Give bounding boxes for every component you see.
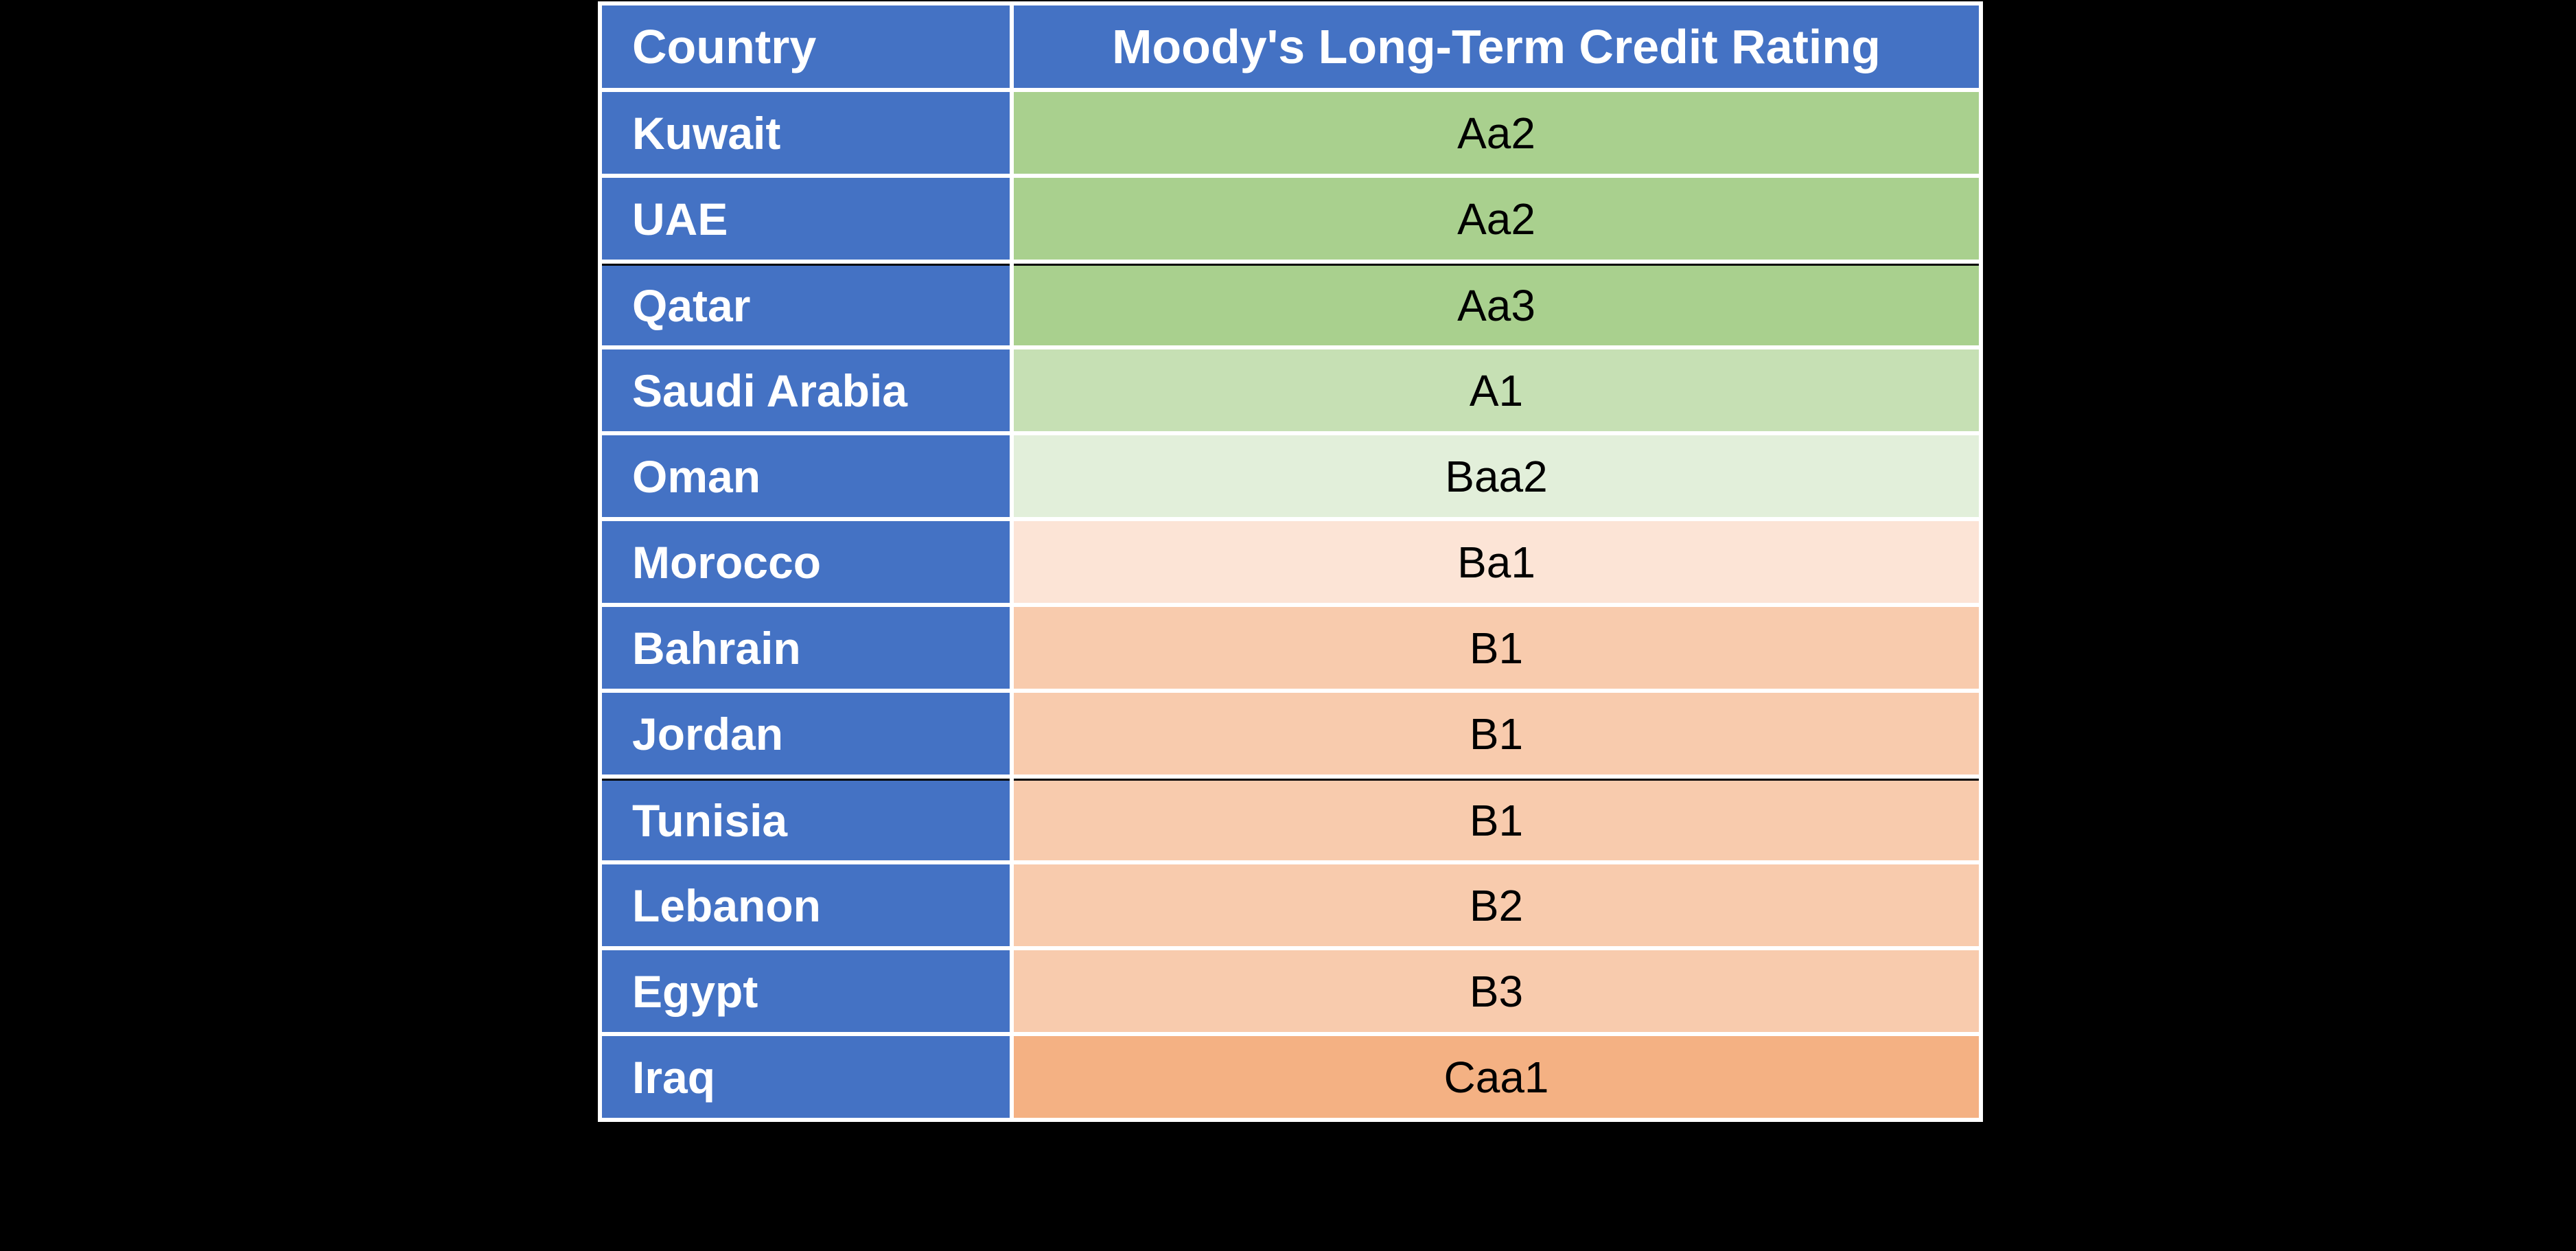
table-row: Egypt B3 bbox=[602, 950, 1979, 1032]
country-cell: UAE bbox=[602, 178, 1010, 260]
rating-cell: B1 bbox=[1014, 607, 1979, 689]
country-cell: Tunisia bbox=[602, 779, 1010, 860]
credit-rating-table: Country Moody's Long-Term Credit Rating … bbox=[598, 1, 1983, 1122]
rating-cell: B3 bbox=[1014, 950, 1979, 1032]
rating-cell: A1 bbox=[1014, 349, 1979, 431]
table-body: Kuwait Aa2 UAE Aa2 Qatar Aa3 Saudi Arabi… bbox=[602, 92, 1979, 1118]
table-row: Lebanon B2 bbox=[602, 864, 1979, 946]
table-row: Morocco Ba1 bbox=[602, 521, 1979, 603]
rating-cell: Aa3 bbox=[1014, 264, 1979, 345]
rating-cell: Ba1 bbox=[1014, 521, 1979, 603]
rating-cell: Aa2 bbox=[1014, 178, 1979, 260]
rating-cell: Baa2 bbox=[1014, 435, 1979, 517]
country-cell: Egypt bbox=[602, 950, 1010, 1032]
country-cell: Lebanon bbox=[602, 864, 1010, 946]
table-row: Saudi Arabia A1 bbox=[602, 349, 1979, 431]
table-row: Tunisia B1 bbox=[602, 779, 1979, 860]
country-cell: Bahrain bbox=[602, 607, 1010, 689]
country-cell: Saudi Arabia bbox=[602, 349, 1010, 431]
country-cell: Jordan bbox=[602, 693, 1010, 774]
country-cell: Morocco bbox=[602, 521, 1010, 603]
rating-cell: B2 bbox=[1014, 864, 1979, 946]
table-header: Country Moody's Long-Term Credit Rating bbox=[602, 5, 1979, 88]
table-row: Bahrain B1 bbox=[602, 607, 1979, 689]
header-row: Country Moody's Long-Term Credit Rating bbox=[602, 5, 1979, 88]
table-row: Qatar Aa3 bbox=[602, 264, 1979, 345]
rating-cell: Caa1 bbox=[1014, 1036, 1979, 1118]
table-row: Oman Baa2 bbox=[602, 435, 1979, 517]
table-row: Jordan B1 bbox=[602, 693, 1979, 774]
rating-cell: Aa2 bbox=[1014, 92, 1979, 174]
country-cell: Iraq bbox=[602, 1036, 1010, 1118]
country-cell: Qatar bbox=[602, 264, 1010, 345]
rating-cell: B1 bbox=[1014, 779, 1979, 860]
country-column-header: Country bbox=[602, 5, 1010, 88]
rating-cell: B1 bbox=[1014, 693, 1979, 774]
table-row: Kuwait Aa2 bbox=[602, 92, 1979, 174]
country-cell: Oman bbox=[602, 435, 1010, 517]
table-row: UAE Aa2 bbox=[602, 178, 1979, 260]
table-row: Iraq Caa1 bbox=[602, 1036, 1979, 1118]
rating-column-header: Moody's Long-Term Credit Rating bbox=[1014, 5, 1979, 88]
country-cell: Kuwait bbox=[602, 92, 1010, 174]
